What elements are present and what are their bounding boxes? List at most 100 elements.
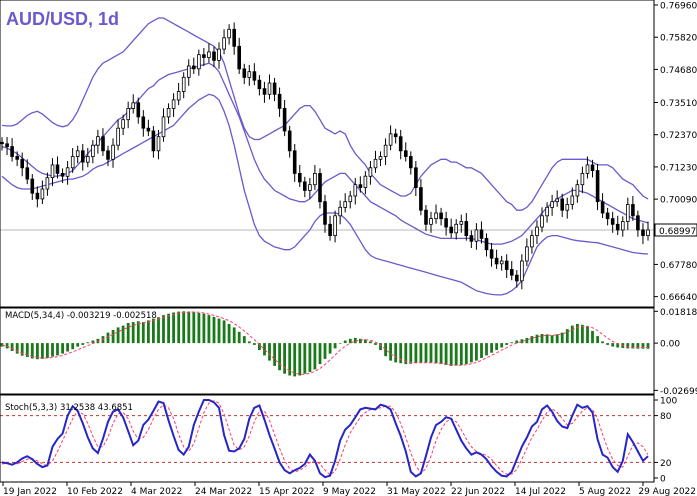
candle-body [212,51,216,61]
macd-tick-label: 0.00 [660,340,680,350]
candle-body [489,249,494,259]
macd-tick-label: 0.018188 [660,308,697,318]
macd-bar [500,343,504,348]
macd-bar [298,343,302,376]
macd-bar [611,343,615,347]
macd-bar [268,343,271,361]
macd-bar [570,325,574,344]
macd-bar [545,334,549,344]
macd-bar [586,326,589,344]
macd-bar [232,327,236,344]
candle-body [60,172,65,177]
macd-tick-label: -0.026994 [660,387,697,397]
current-price-label: 0.68997 [659,227,696,237]
date-tick-label: 9 May 2022 [323,487,376,496]
macd-bar [444,343,448,365]
candle-body [408,156,413,169]
macd-axis: 0.018188 0.00 -0.026994 [654,308,697,397]
candle-body [111,144,115,160]
candle-body [555,198,559,203]
chart-title: AUD/USD, 1d [6,9,119,29]
candle-body [151,130,156,152]
candle-body [631,204,635,217]
candle-body [10,146,14,157]
macd-bar [30,343,34,359]
candle-body [272,82,277,95]
candle-body [171,99,176,109]
macd-bar [66,343,69,352]
candle-body [429,218,433,225]
macd-bar [510,342,514,344]
candle-body [545,206,549,217]
macd-bar [147,320,150,344]
macd-bar [505,343,509,345]
stoch-main-line [1,399,649,479]
candle-body [45,177,50,190]
macd-bar [111,330,115,344]
macd-bar [601,341,604,344]
candle-body [247,71,252,78]
candle-body [358,184,363,188]
price-tick-label: 0.72370 [660,131,697,141]
candle-body [101,136,105,152]
candle-body [232,28,237,47]
candle-body [424,209,428,225]
candle-body [550,201,554,208]
macd-bar [273,343,276,366]
macd-bar [0,343,4,347]
macd-label: MACD(5,34,4) -0.003219 -0.002518 [5,311,157,321]
macd-bar [560,332,564,344]
macd-bar [515,340,519,344]
candle-body [96,136,100,146]
candle-body [615,223,620,231]
candle-body [106,150,110,160]
macd-bar [81,343,85,345]
macd-bar [41,343,44,359]
macd-bar [318,343,322,365]
candle-body [30,178,35,194]
candle-body [636,215,640,231]
macd-bar [338,343,342,344]
candle-body [166,108,171,118]
date-tick-label: 5 Aug 2022 [579,487,631,496]
macd-bar [364,339,367,344]
candle-body [141,116,146,129]
macd-bar [25,343,29,358]
candle-body [197,54,201,70]
macd-bar [525,337,529,344]
macd-bar [414,343,418,364]
candle-body [70,156,75,169]
macd-bar [253,343,256,345]
price-tick-label: 0.73510 [660,99,697,109]
macd-bar [207,315,211,344]
macd-bar [631,343,635,349]
macd-bar [116,327,120,344]
candle-body [55,164,60,174]
candle-body [277,93,282,109]
macd-bar [555,334,559,344]
candle-body [338,206,342,217]
macd-bar [389,343,392,361]
macd-bar [263,343,266,356]
macd-bar [152,318,155,344]
macd-bar [76,343,80,347]
macd-bar [429,343,433,363]
macd-bar [197,313,201,344]
macd-bar [187,311,191,344]
candle-body [378,156,383,160]
candle-body [146,127,151,132]
macd-bar [520,339,524,344]
macd-bar [399,343,403,364]
candle-body [257,79,262,90]
macd-bar [313,343,317,370]
macd-bar [71,343,75,350]
macd-bar [449,343,453,366]
macd-bar [157,317,160,344]
candle-body [136,102,141,118]
macd-bar [464,343,468,365]
candle-body [454,223,458,234]
macd-bar [15,343,19,354]
macd-bar [576,323,579,344]
candle-body [237,45,242,70]
